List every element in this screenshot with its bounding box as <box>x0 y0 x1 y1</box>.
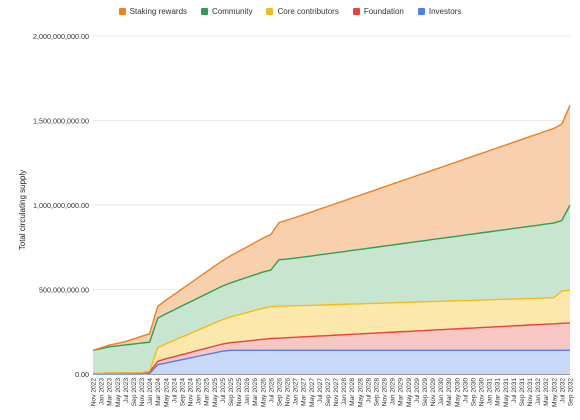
area-staking-rewards <box>93 105 570 351</box>
x-tick-label: Jul 2031 <box>511 378 518 403</box>
x-tick-label: Mar 2030 <box>446 378 453 406</box>
legend-swatch <box>201 8 209 15</box>
x-tick-label: Mar 2025 <box>204 378 211 406</box>
x-tick-label: Sep 2029 <box>422 378 429 407</box>
x-tick-label: May 2025 <box>212 378 219 407</box>
area-core-contributors <box>93 290 570 374</box>
x-tick-label: May 2023 <box>115 378 122 407</box>
x-tick-label: Jan 2029 <box>390 378 397 405</box>
x-tick-label: Jul 2027 <box>317 378 324 403</box>
x-tick-label: Jan 2023 <box>99 378 106 405</box>
x-tick-label: Mar 2027 <box>301 378 308 406</box>
x-tick-label: Nov 2031 <box>527 378 534 407</box>
x-tick-label: Jan 2031 <box>487 378 494 405</box>
legend-swatch <box>352 8 360 15</box>
x-tick-label: Sep 2025 <box>228 378 235 407</box>
x-tick-label: Jan 2027 <box>293 378 300 405</box>
line-investors <box>93 349 570 375</box>
x-tick-label: Sep 2023 <box>131 378 138 407</box>
y-tick-label: 0.00 <box>75 370 89 379</box>
y-tick-label: 1,000,000,000.00 <box>33 201 89 210</box>
x-tick-label: Mar 2029 <box>398 378 405 406</box>
legend-label: Foundation <box>363 7 404 16</box>
x-tick-label: Nov 2024 <box>188 378 195 407</box>
x-tick-label: Mar 2032 <box>543 378 550 406</box>
line-foundation <box>93 322 571 374</box>
y-tick-label: 1,500,000,000.00 <box>33 117 89 126</box>
x-tick-label: Nov 2025 <box>236 378 243 407</box>
x-tick-label: Sep 2031 <box>519 378 526 407</box>
x-tick-label: Sep 2028 <box>373 378 380 407</box>
area-foundation <box>93 322 570 374</box>
x-tick-label: May 2026 <box>260 378 267 407</box>
x-tick-label: May 2030 <box>454 378 461 407</box>
legend-item: Core contributors <box>266 7 339 16</box>
legend-item: Community <box>201 7 252 16</box>
x-tick-label: Sep 2030 <box>470 378 477 407</box>
x-tick-label: May 2027 <box>309 378 316 407</box>
x-tick-label: Jan 2030 <box>438 378 445 405</box>
x-tick-label: Sep 2032 <box>568 378 575 407</box>
x-tick-label: Mar 2028 <box>349 378 356 406</box>
x-tick-label: Nov 2027 <box>333 378 340 407</box>
x-tick-label: Jul 2023 <box>123 378 130 403</box>
x-tick-label: Jan 2025 <box>196 378 203 405</box>
x-tick-label: May 2024 <box>163 378 170 407</box>
x-tick-label: May 2028 <box>357 378 364 407</box>
legend-item: Staking rewards <box>118 7 188 16</box>
x-tick-label: Jul 2024 <box>171 378 178 403</box>
x-tick-label: Jul 2032 <box>559 378 566 403</box>
line-core-contributors <box>93 289 571 374</box>
x-tick-label: Jan 2026 <box>244 378 251 405</box>
x-tick-label: Mar 2024 <box>155 378 162 406</box>
legend-item: Foundation <box>352 7 404 16</box>
legend-label: Core contributors <box>277 7 339 16</box>
x-tick-label: Jul 2028 <box>365 378 372 403</box>
x-tick-label: Jan 2028 <box>341 378 348 405</box>
legend-swatch <box>118 8 126 15</box>
legend-label: Staking rewards <box>129 7 188 16</box>
x-tick-label: Mar 2023 <box>107 378 114 406</box>
x-tick-label: Jan 2024 <box>147 378 154 405</box>
x-tick-label: Sep 2027 <box>325 378 332 407</box>
x-tick-label: May 2029 <box>406 378 413 407</box>
x-tick-label: Nov 2030 <box>479 378 486 407</box>
y-tick-label: 500,000,000.00 <box>39 286 89 295</box>
x-tick-label: Mar 2031 <box>495 378 502 406</box>
x-tick-label: Nov 2029 <box>430 378 437 407</box>
x-tick-label: Nov 2028 <box>382 378 389 407</box>
y-tick-label: 2,000,000,000.00 <box>33 32 89 41</box>
line-community <box>92 204 571 352</box>
x-tick-label: Mar 2026 <box>252 378 259 406</box>
area-investors <box>93 350 570 374</box>
legend-swatch <box>266 8 274 15</box>
x-tick-label: Nov 2023 <box>139 378 146 407</box>
line-staking-rewards <box>92 105 571 352</box>
x-tick-label: Nov 2026 <box>285 378 292 407</box>
legend-item: Investors <box>417 7 462 16</box>
x-tick-label: May 2031 <box>503 378 510 407</box>
x-tick-label: Jul 2026 <box>268 378 275 403</box>
legend: Staking rewards Community Core contributor… <box>0 7 580 16</box>
x-tick-label: Jul 2030 <box>462 378 469 403</box>
legend-swatch <box>417 8 425 15</box>
area-community <box>93 205 570 374</box>
x-tick-label: Jul 2029 <box>414 378 421 403</box>
x-tick-label: Sep 2026 <box>276 378 283 407</box>
x-tick-label: Jan 2032 <box>535 378 542 405</box>
legend-label: Community <box>212 7 253 16</box>
x-tick-label: Jul 2025 <box>220 378 227 403</box>
legend-label: Investors <box>428 7 462 16</box>
x-tick-label: Nov 2022 <box>91 378 98 407</box>
x-tick-label: May 2032 <box>551 378 558 407</box>
x-tick-label: Sep 2024 <box>179 378 186 407</box>
